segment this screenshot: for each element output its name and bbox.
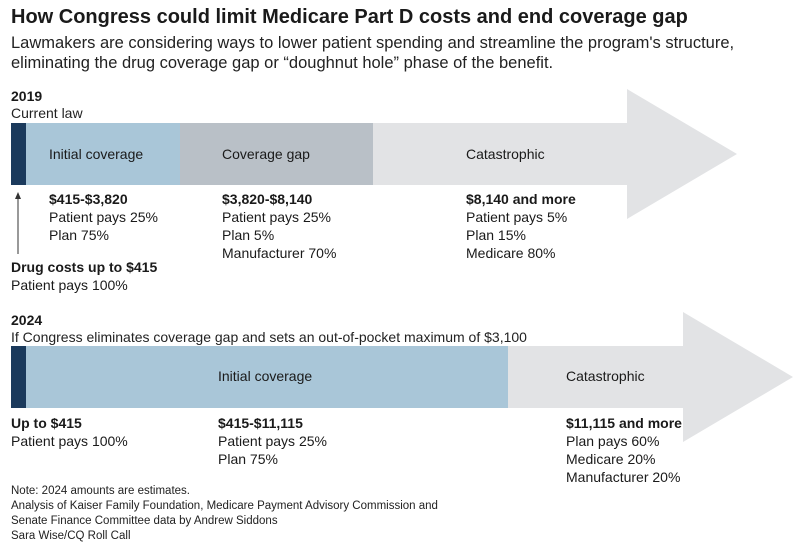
deductible-details-2019: Drug costs up to $415 Patient pays 100% [11, 258, 157, 294]
coverage-gap-label-2019: Coverage gap [222, 146, 310, 162]
gap-detail-2019: Manufacturer 70% [222, 245, 337, 261]
catastrophic-range-2019: $8,140 and more [466, 191, 576, 207]
catastrophic-details-2019: $8,140 and more Patient pays 5% Plan 15%… [466, 190, 576, 262]
initial-coverage-segment-2024 [26, 346, 508, 408]
initial-detail-2024: Plan 75% [218, 451, 278, 467]
gap-detail-2019: Plan 5% [222, 227, 275, 243]
initial-detail-2024: Patient pays 25% [218, 433, 327, 449]
gap-range-2019: $3,820-$8,140 [222, 191, 313, 207]
initial-detail-2019: Patient pays 25% [49, 209, 158, 225]
source-line: Analysis of Kaiser Family Foundation, Me… [11, 500, 438, 512]
catastrophic-details-2024: $11,115 and more Plan pays 60% Medicare … [566, 414, 682, 486]
deductible-segment-2019 [11, 123, 26, 185]
catastrophic-label-2024: Catastrophic [566, 368, 645, 384]
subtitle-line-1: Lawmakers are considering ways to lower … [11, 34, 735, 52]
deductible-range-2024: Up to $415 [11, 415, 82, 431]
catastrophic-label-2019: Catastrophic [466, 146, 545, 162]
arrow-2019 [11, 89, 737, 219]
initial-detail-2019: Plan 75% [49, 227, 109, 243]
catastrophic-detail-2024: Medicare 20% [566, 451, 656, 467]
scenario-2024-label: If Congress eliminates coverage gap and … [11, 329, 527, 345]
initial-coverage-details-2024: $415-$11,115 Patient pays 25% Plan 75% [218, 414, 327, 468]
deductible-segment-2024 [11, 346, 26, 408]
catastrophic-detail-2019: Plan 15% [466, 227, 526, 243]
coverage-gap-details-2019: $3,820-$8,140 Patient pays 25% Plan 5% M… [222, 190, 336, 262]
deductible-pointer-head [15, 192, 21, 199]
subtitle-line-2: eliminating the drug coverage gap or “do… [11, 54, 554, 72]
note-line: Note: 2024 amounts are estimates. [11, 485, 190, 497]
credit-line: Sara Wise/CQ Roll Call [11, 530, 131, 542]
notes: Note: 2024 amounts are estimates. Analys… [11, 484, 438, 544]
year-2024-label: 2024 [11, 312, 43, 328]
source-line: Senate Finance Committee data by Andrew … [11, 515, 278, 527]
initial-coverage-label-2019: Initial coverage [49, 146, 144, 162]
deductible-range-2019: Drug costs up to $415 [11, 259, 158, 275]
deductible-detail-2019: Patient pays 100% [11, 277, 128, 293]
page-title: How Congress could limit Medicare Part D… [11, 6, 688, 28]
catastrophic-detail-2024: Manufacturer 20% [566, 469, 681, 485]
catastrophic-detail-2019: Medicare 80% [466, 245, 556, 261]
initial-range-2024: $415-$11,115 [218, 415, 303, 431]
year-2019-label: 2019 [11, 88, 43, 104]
initial-coverage-label-2024: Initial coverage [218, 368, 313, 384]
scenario-2019-label: Current law [11, 105, 83, 121]
initial-coverage-segment-2019 [26, 123, 180, 185]
coverage-gap-segment-2019 [180, 123, 373, 185]
gap-detail-2019: Patient pays 25% [222, 209, 331, 225]
catastrophic-range-2024: $11,115 and more [566, 415, 682, 431]
catastrophic-detail-2019: Patient pays 5% [466, 209, 568, 225]
deductible-details-2024: Up to $415 Patient pays 100% [11, 414, 128, 450]
initial-coverage-details-2019: $415-$3,820 Patient pays 25% Plan 75% [49, 190, 158, 244]
initial-range-2019: $415-$3,820 [49, 191, 128, 207]
catastrophic-detail-2024: Plan pays 60% [566, 433, 660, 449]
deductible-detail-2024: Patient pays 100% [11, 433, 128, 449]
